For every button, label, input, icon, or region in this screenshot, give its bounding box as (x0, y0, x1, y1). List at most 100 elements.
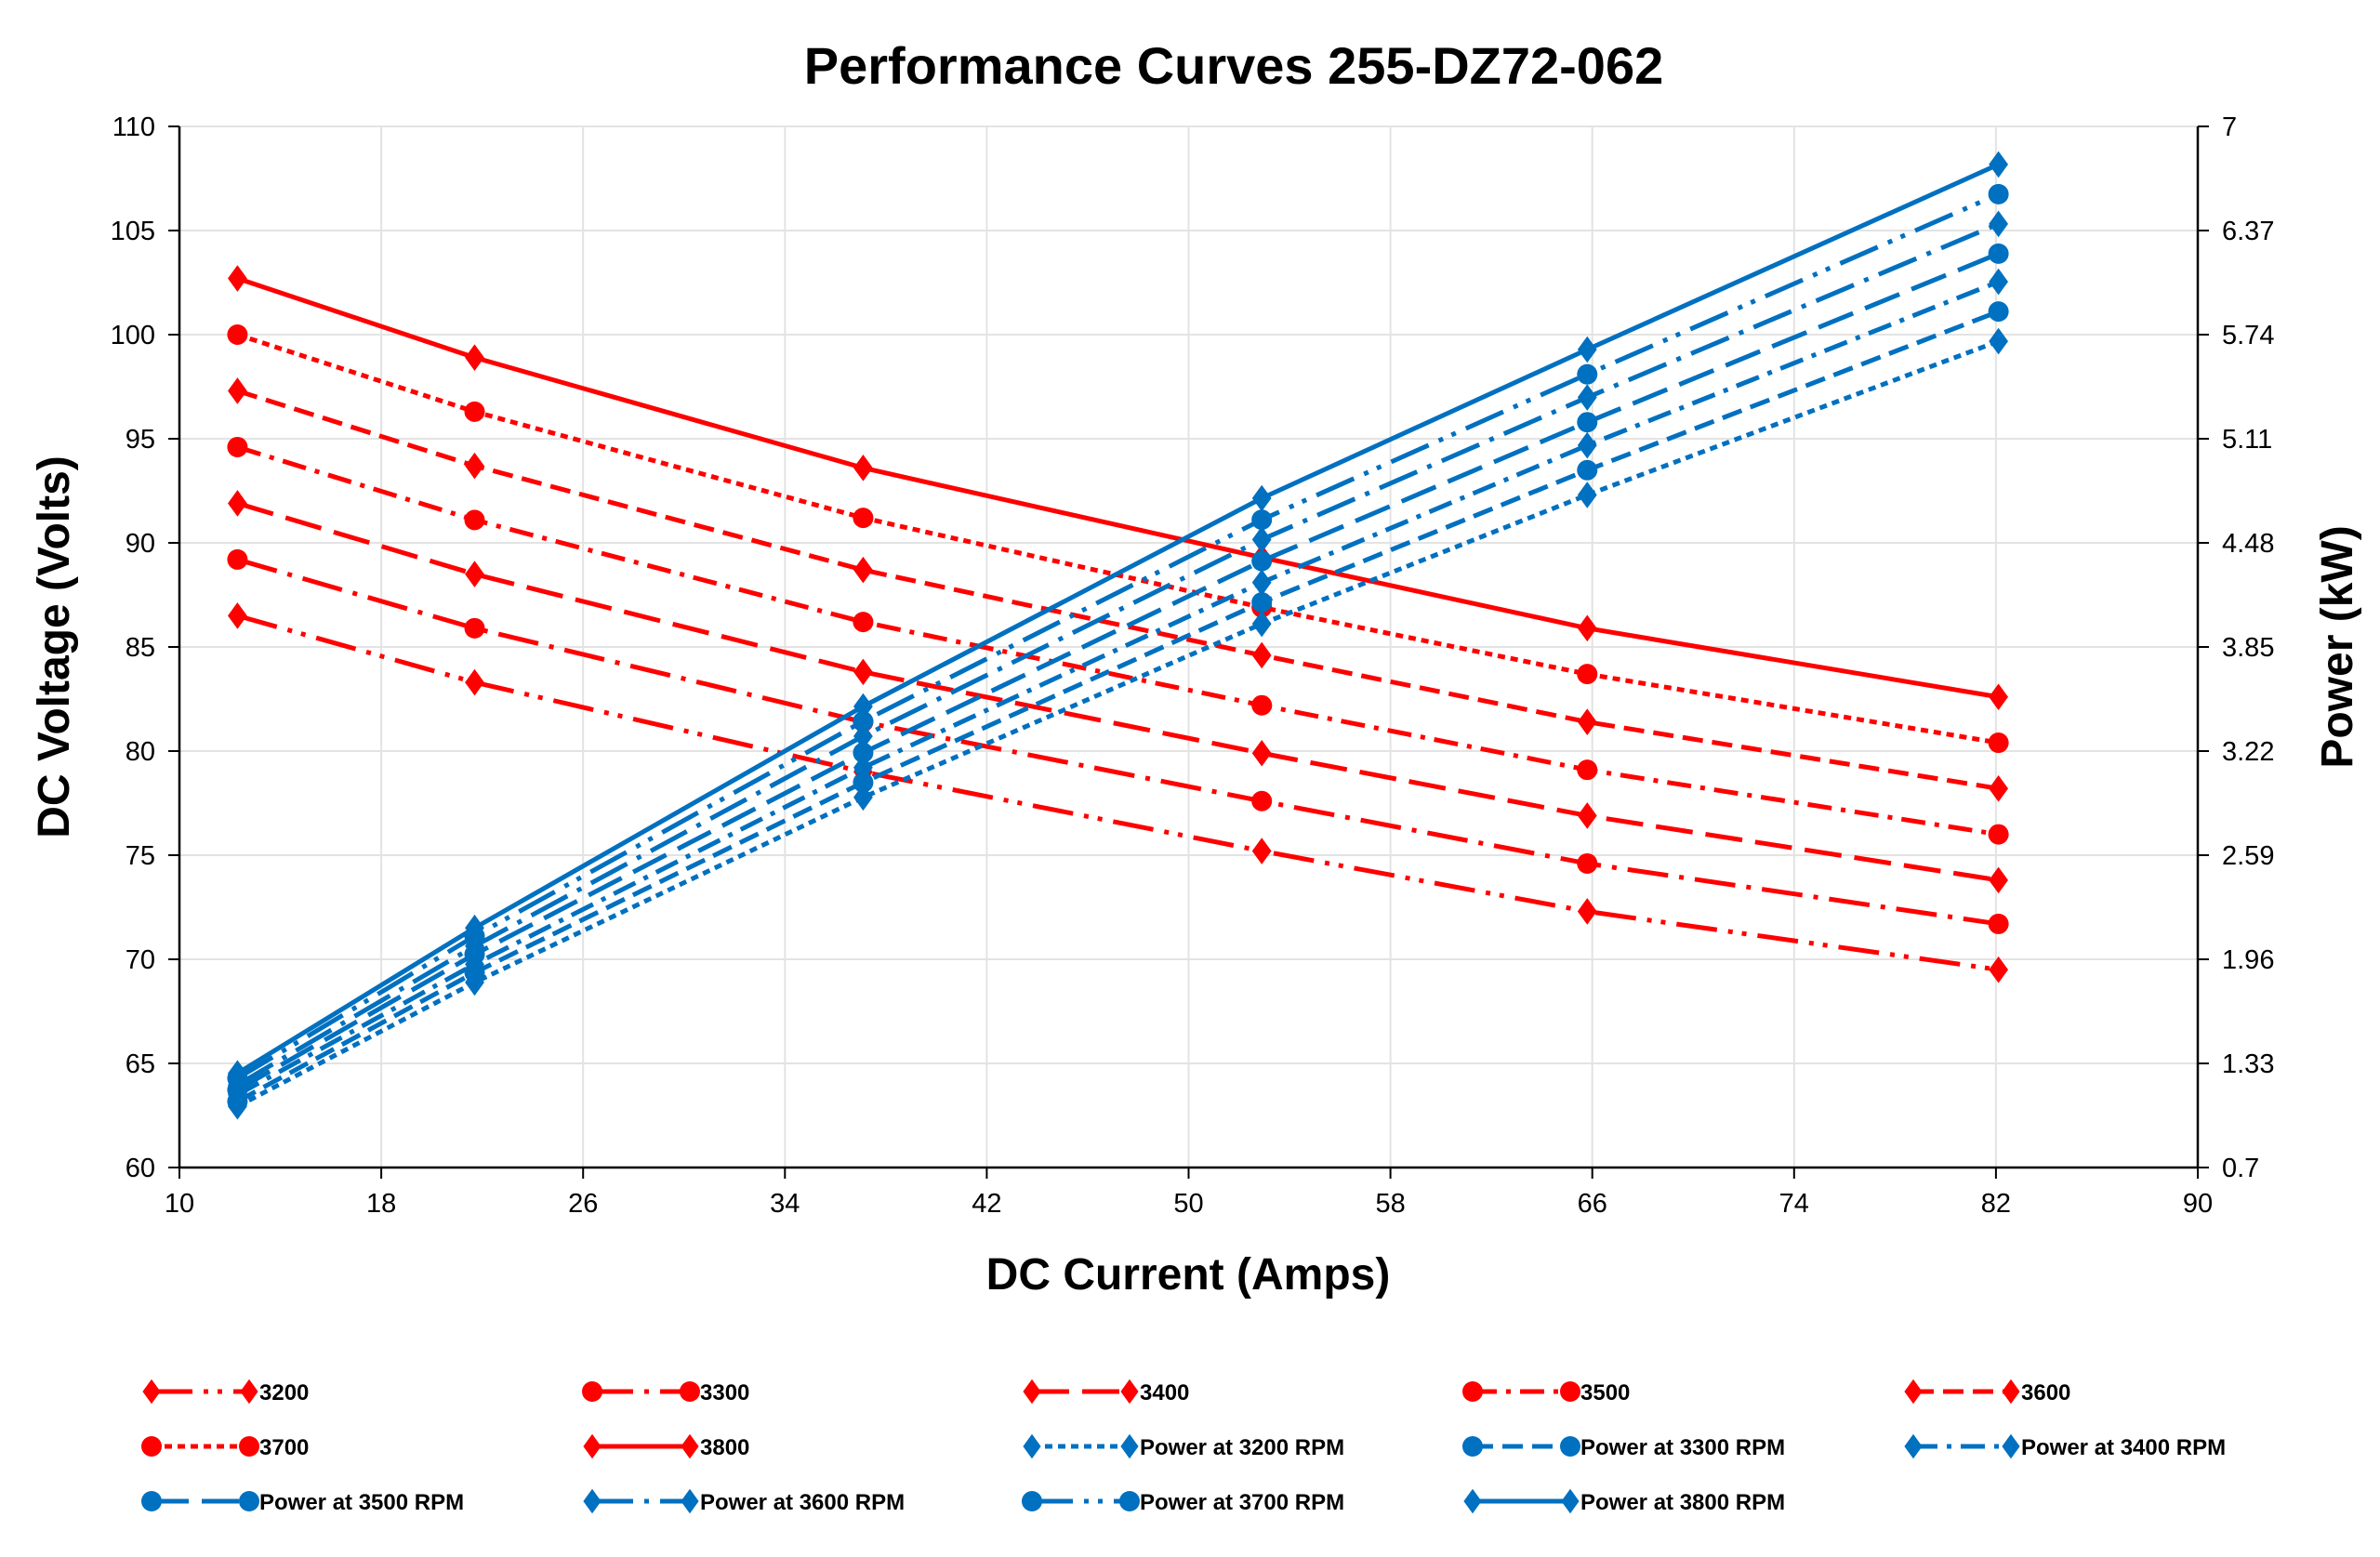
series-3400 (228, 490, 2009, 894)
data-point (465, 452, 484, 480)
legend-item: Power at 3400 RPM (1904, 1433, 2226, 1460)
legend-marker (2002, 1433, 2020, 1459)
y-tick-label: 85 (126, 633, 155, 663)
series-3600 (228, 377, 2009, 802)
legend-marker (1022, 1491, 1042, 1511)
legend-marker (680, 1381, 700, 1402)
legend-marker (240, 1379, 258, 1405)
y-tick-label: 95 (126, 425, 155, 455)
data-point (1989, 866, 2009, 894)
x-tick-label: 18 (366, 1189, 396, 1219)
data-point (464, 509, 485, 531)
data-point (465, 561, 484, 587)
data-point (853, 508, 874, 529)
data-point (1251, 569, 1272, 596)
data-point (465, 668, 484, 696)
legend-item: 3300 (582, 1380, 749, 1405)
series-3700 (227, 324, 2009, 754)
data-point (1577, 898, 1597, 925)
y-tick-label: 90 (126, 529, 155, 559)
legend-label: Power at 3200 RPM (1140, 1435, 1344, 1460)
series-3300-line (236, 557, 1999, 927)
legend-marker (1560, 1381, 1580, 1402)
legend-marker (141, 1436, 162, 1457)
data-point (853, 612, 874, 633)
data-point (853, 658, 873, 686)
series-power-at-3200-rpm-line (236, 338, 2000, 1109)
data-point (1988, 243, 2009, 264)
data-point (228, 1060, 247, 1087)
series-3200-line (236, 613, 1999, 972)
data-point (1251, 610, 1272, 638)
legend-marker (1119, 1491, 1140, 1511)
data-point (1989, 210, 2009, 238)
y2-tick-label: 5.11 (2222, 425, 2272, 455)
data-point (1577, 802, 1597, 829)
x-tick-label: 90 (2183, 1189, 2213, 1219)
series-3500-line (236, 444, 2000, 838)
data-point (1577, 852, 1598, 874)
y2-axis-title: Power (kW) (2313, 525, 2362, 768)
data-point (853, 455, 873, 482)
data-point (853, 742, 874, 763)
y2-tick-label: 5.74 (2222, 321, 2274, 350)
data-point (1577, 482, 1597, 508)
legend-marker (1120, 1433, 1139, 1459)
legend-item: Power at 3500 RPM (141, 1490, 464, 1515)
data-point (465, 914, 484, 942)
y2-tick-label: 1.96 (2222, 945, 2274, 975)
legend-marker (583, 1433, 602, 1459)
legend-item: 3700 (141, 1435, 309, 1460)
data-point (1251, 838, 1272, 864)
legend-marker (1023, 1433, 1041, 1459)
series-power-at-3300-rpm-line (236, 309, 2000, 1104)
legend-label: 3400 (1140, 1380, 1189, 1405)
series-power-at-3800-rpm-line (236, 162, 2000, 1075)
legend-marker (1023, 1379, 1041, 1405)
legend-marker (1904, 1379, 1923, 1405)
legend-label: Power at 3700 RPM (1140, 1490, 1344, 1515)
series-power-at-3400-rpm-line (236, 279, 2000, 1097)
legend-marker (1463, 1488, 1482, 1514)
series-power-at-3800-rpm (228, 151, 2009, 1087)
x-tick-label: 50 (1173, 1189, 1203, 1219)
legend-marker (681, 1488, 699, 1514)
data-point (1989, 775, 2009, 802)
data-point (227, 324, 248, 345)
series-lines (227, 151, 2009, 1120)
legend-label: Power at 3300 RPM (1580, 1435, 1785, 1460)
legend-label: 3200 (259, 1380, 309, 1405)
legend-item: 3200 (142, 1379, 309, 1405)
y2-tick-label: 7 (2222, 112, 2237, 142)
axes: 10 18 26 34 42 50 58 66 74 82 90 60 0.7 65 1.33 70 1.96 7… (111, 112, 2275, 1219)
data-point (853, 556, 873, 584)
legend-marker (1462, 1436, 1483, 1457)
legend-marker (681, 1433, 699, 1459)
data-point (1251, 509, 1273, 531)
legend-label: Power at 3600 RPM (700, 1490, 905, 1515)
x-tick-label: 82 (1981, 1189, 2011, 1219)
y-tick-label: 100 (111, 321, 155, 350)
legend-label: Power at 3400 RPM (2021, 1435, 2226, 1460)
data-point (853, 772, 874, 793)
x-axis-title: DC Current (Amps) (986, 1250, 1391, 1300)
legend-label: 3700 (259, 1435, 309, 1460)
data-point (464, 401, 485, 422)
series-3300 (227, 548, 2009, 934)
series-power-at-3300-rpm (227, 301, 2009, 1112)
legend-label: 3800 (700, 1435, 749, 1460)
legend-marker (239, 1491, 259, 1511)
data-point (1251, 526, 1272, 553)
data-point (1989, 956, 2009, 983)
y2-tick-label: 0.7 (2222, 1154, 2259, 1183)
data-point (1577, 384, 1597, 411)
x-tick-label: 66 (1578, 1189, 1607, 1219)
legend-marker (1561, 1488, 1580, 1514)
legend-item: Power at 3800 RPM (1463, 1488, 1785, 1515)
data-point (1577, 614, 1597, 642)
y-tick-label: 110 (112, 112, 155, 142)
data-point (228, 265, 247, 292)
grid (178, 125, 2199, 1168)
data-point (464, 617, 485, 639)
legend-label: 3500 (1580, 1380, 1630, 1405)
